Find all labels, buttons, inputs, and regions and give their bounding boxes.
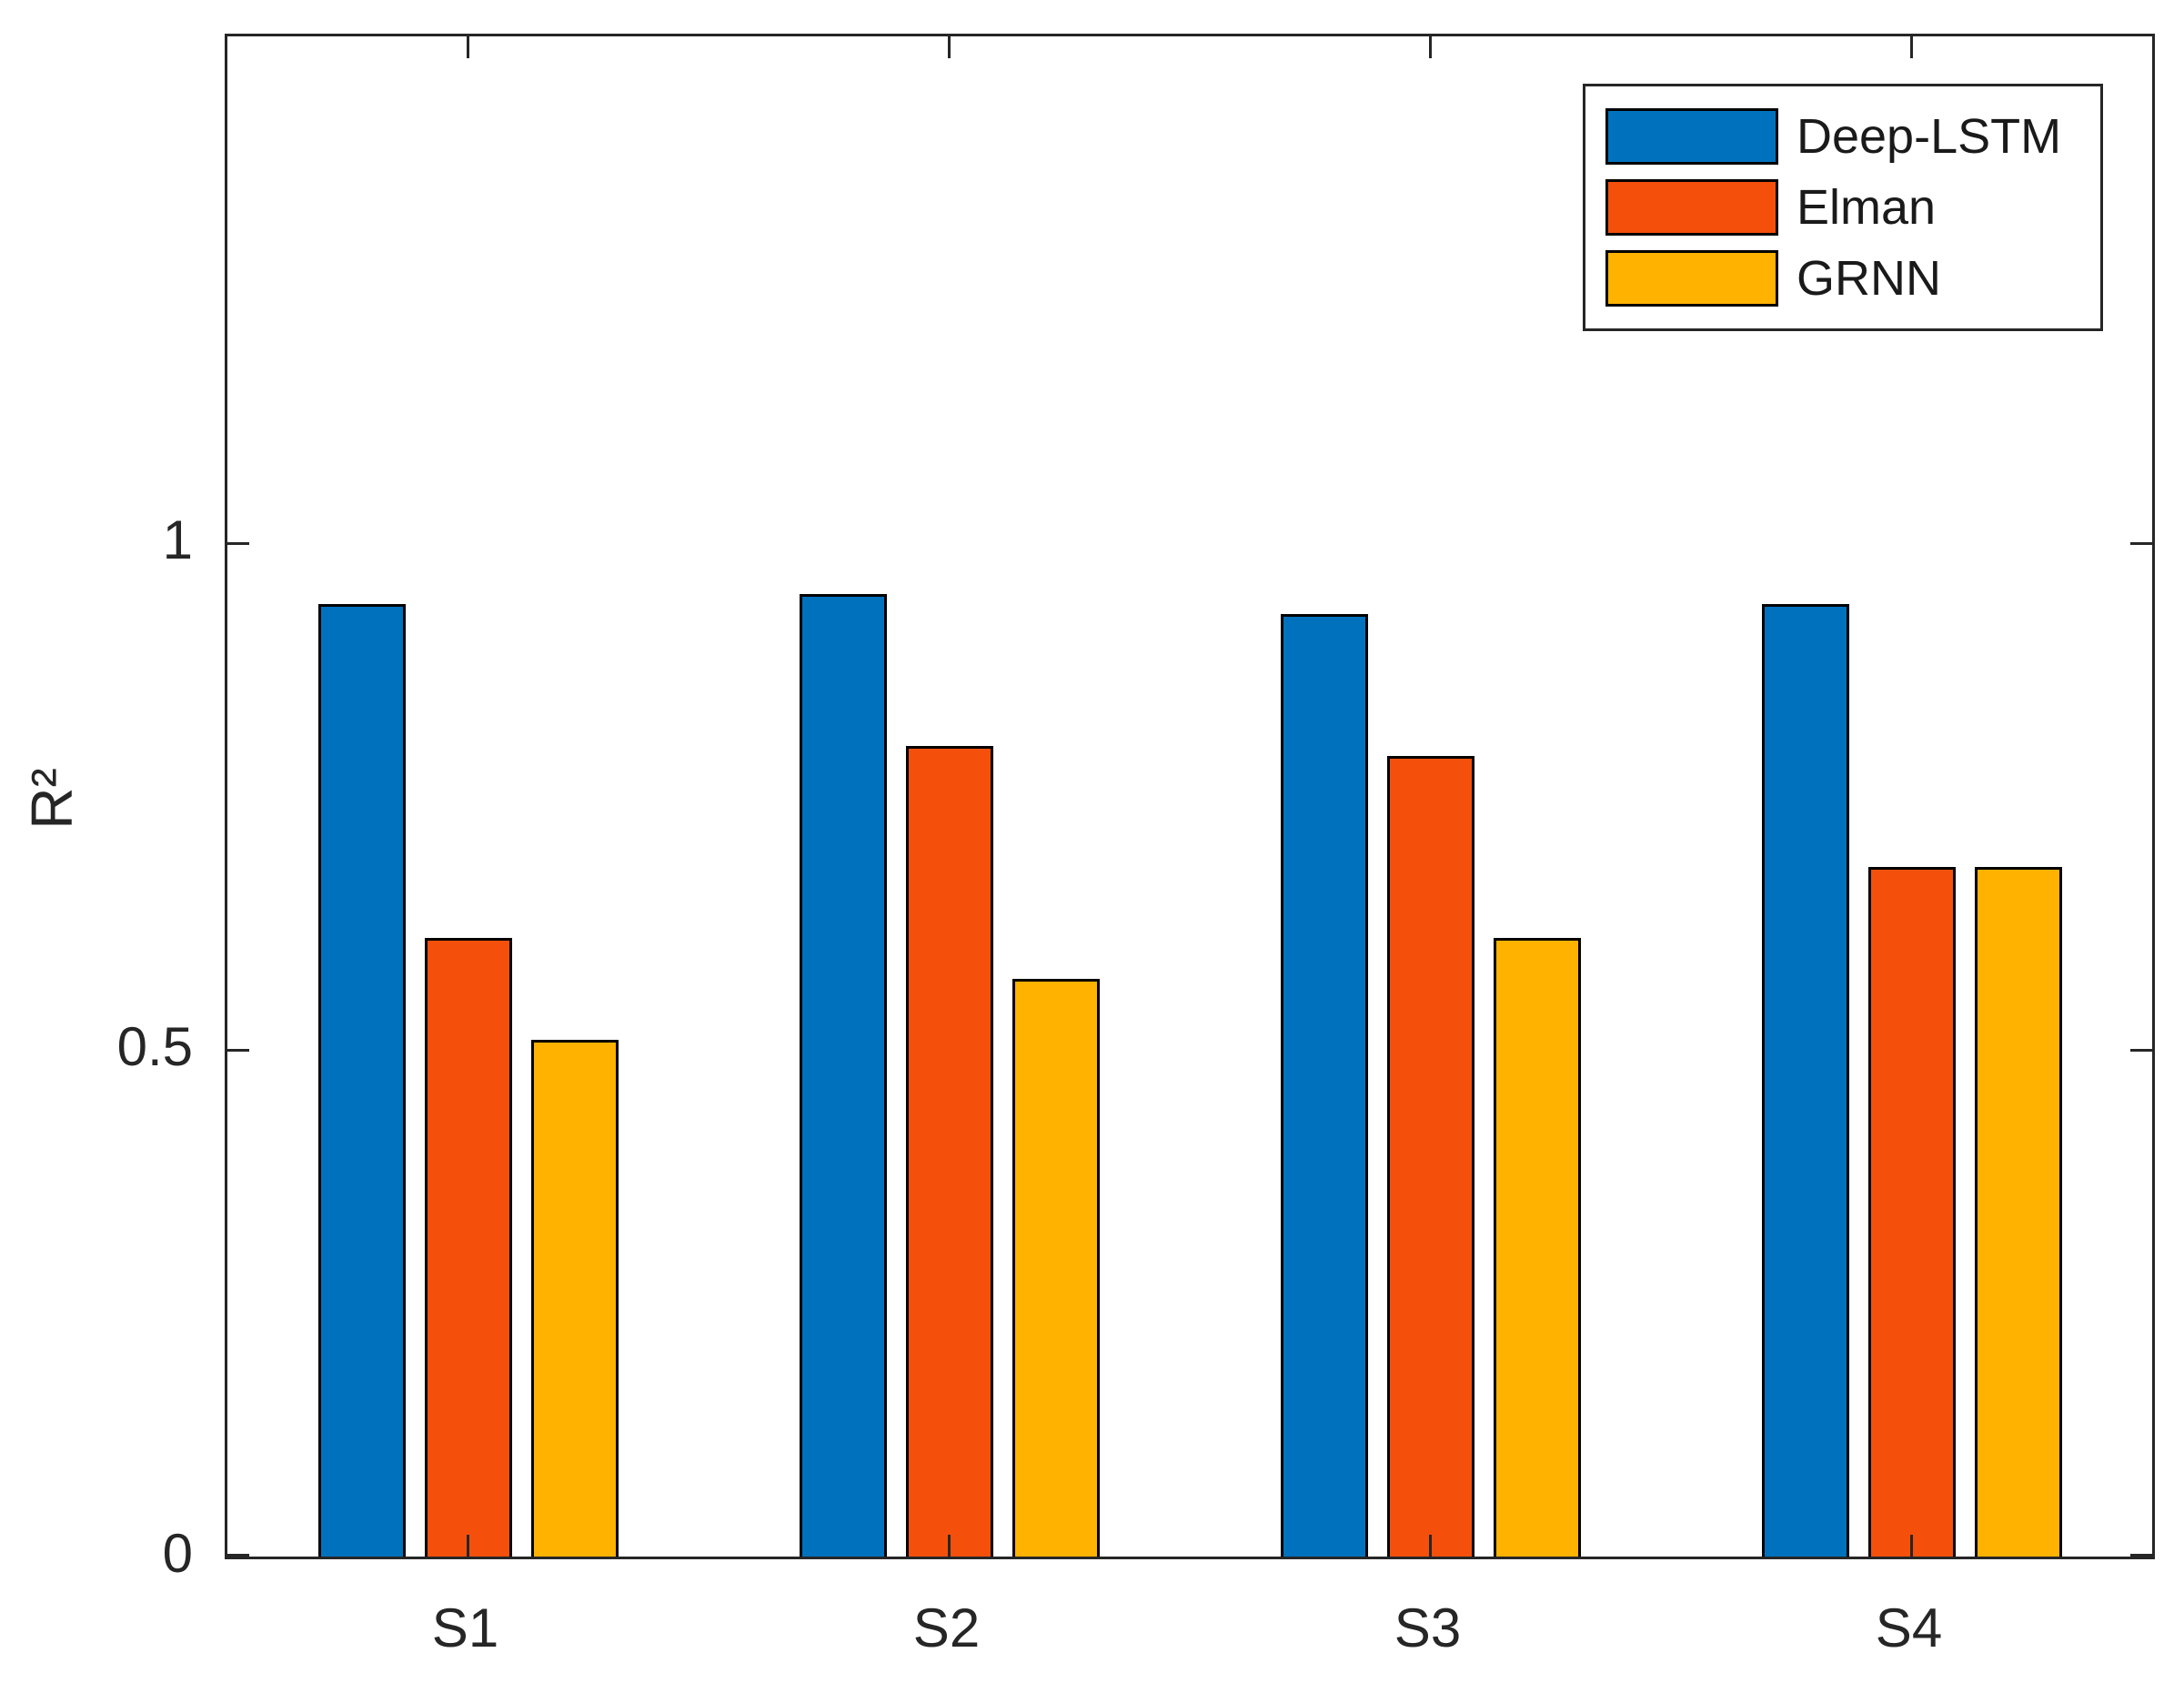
bar-S1-Elman [424,938,512,1557]
bar-S3-GRNN [1493,938,1581,1557]
y-axis-label-text: R² [19,768,85,830]
y-tick-right-1 [2130,541,2152,545]
x-tick-bottom-S3 [1429,1535,1432,1557]
y-tick-right-0 [2130,1554,2152,1557]
y-tick-left-1 [227,541,249,545]
x-tick-top-S1 [467,36,469,58]
bar-S2-GRNN [1011,979,1100,1557]
x-tick-label-S2: S2 [912,1597,981,1658]
x-tick-label-S1: S1 [431,1597,499,1658]
y-axis-label: R² [0,751,111,846]
bar-S1-Deep-LSTM [317,603,406,1557]
legend-entry-GRNN: GRNN [1605,250,2091,307]
y-tick-right-0.5 [2130,1048,2152,1052]
x-tick-top-S2 [948,36,951,58]
legend-entry-Elman: Elman [1605,179,2091,236]
x-tick-top-S4 [1910,36,1913,58]
x-tick-bottom-S1 [467,1535,469,1557]
y-tick-label-0: 0 [162,1523,193,1584]
bar-S2-Deep-LSTM [799,593,887,1557]
bar-S4-Elman [1867,867,1956,1557]
legend: Deep-LSTM Elman GRNN [1583,84,2103,331]
legend-label-Deep-LSTM: Deep-LSTM [1797,109,2062,164]
legend-label-GRNN: GRNN [1797,251,1941,306]
y-tick-left-0 [227,1554,249,1557]
bar-S3-Elman [1386,755,1474,1557]
x-tick-top-S3 [1429,36,1432,58]
legend-swatch-GRNN [1605,250,1778,307]
bar-S1-GRNN [530,1039,619,1557]
legend-label-Elman: Elman [1797,180,1937,235]
x-tick-bottom-S4 [1910,1535,1913,1557]
legend-swatch-Deep-LSTM [1605,108,1778,165]
bar-S4-Deep-LSTM [1761,603,1849,1557]
y-tick-label-0.5: 0.5 [116,1016,193,1077]
x-tick-label-S4: S4 [1875,1597,1943,1658]
legend-swatch-Elman [1605,179,1778,236]
bar-S3-Deep-LSTM [1280,613,1368,1557]
x-tick-bottom-S2 [948,1535,951,1557]
x-tick-label-S3: S3 [1394,1597,1462,1658]
bar-S2-Elman [905,745,993,1557]
legend-entry-Deep-LSTM: Deep-LSTM [1605,108,2091,165]
y-tick-left-0.5 [227,1048,249,1052]
bar-S4-GRNN [1974,867,2062,1557]
y-tick-label-1: 1 [162,509,193,570]
